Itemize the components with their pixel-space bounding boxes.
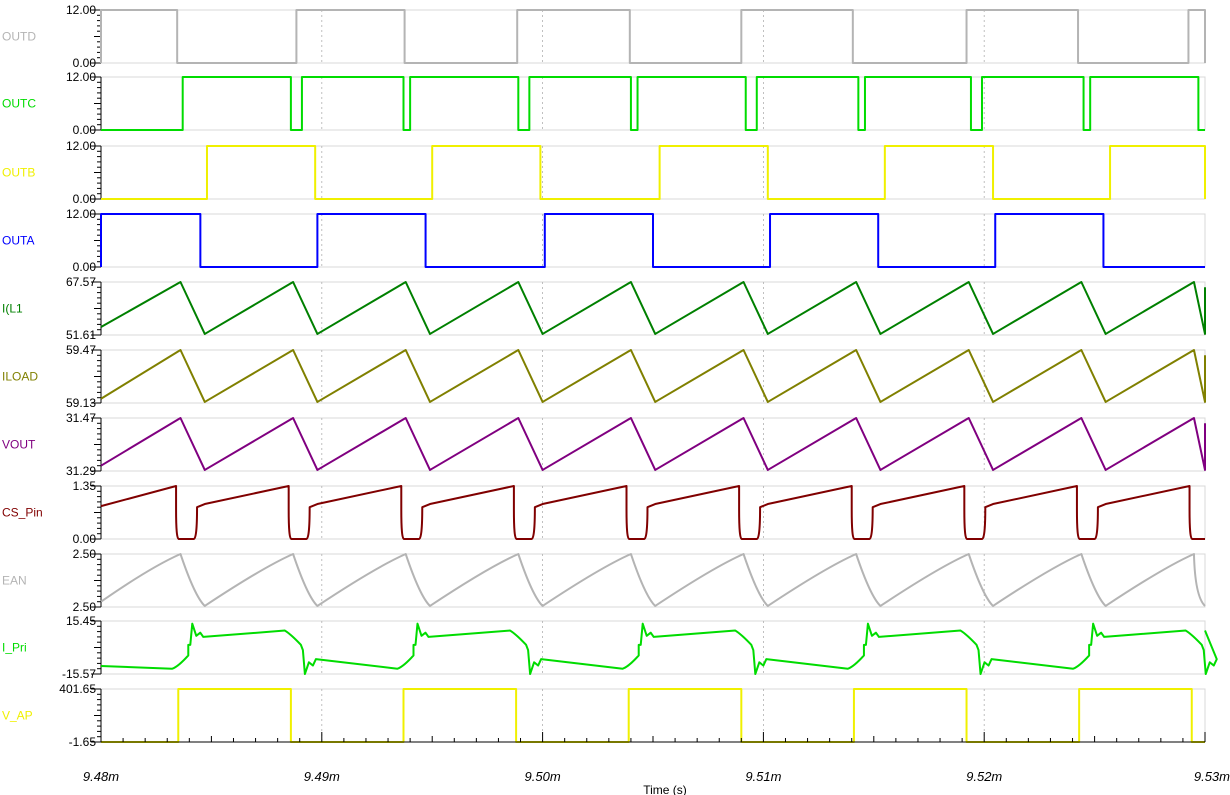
y-max-label-4: 67.57 — [66, 275, 96, 289]
y-min-label-9: -15.57 — [62, 667, 96, 681]
signal-name-8: EAN — [2, 574, 27, 588]
x-axis: 9.48m 9.49m 9.50m 9.51m 9.52m 9.53m — [83, 732, 1230, 784]
y-min-label-8: 2.50 — [73, 600, 97, 614]
y-max-label-9: 15.45 — [66, 614, 96, 628]
signal-name-10: V_AP — [2, 709, 33, 723]
x-tick-label-2: 9.50m — [525, 769, 561, 784]
panel-frame-0 — [100, 9, 1206, 64]
y-max-label-7: 1.35 — [73, 479, 97, 493]
trace-outc — [101, 76, 1205, 131]
x-tick-label-4: 9.52m — [966, 769, 1002, 784]
y-max-label-6: 31.47 — [66, 411, 96, 425]
trace-i-l1 — [100, 281, 1206, 335]
signal-name-4: I(L1 — [2, 302, 23, 316]
trace-iload — [100, 349, 1206, 403]
y-max-label-8: 2.50 — [73, 547, 97, 561]
y-max-label-0: 12.00 — [66, 3, 96, 17]
x-tick-label-0: 9.48m — [83, 769, 119, 784]
y-max-label-3: 12.00 — [66, 207, 96, 221]
trace-cs-pin — [100, 485, 1205, 540]
x-tick-label-3: 9.51m — [745, 769, 781, 784]
traces — [100, 9, 1218, 743]
trace-outb — [101, 145, 1206, 200]
signal-name-0: OUTD — [2, 30, 36, 44]
panel-frame-2 — [100, 145, 1206, 200]
trace-i-pri — [100, 622, 1218, 675]
signal-name-2: OUTB — [2, 166, 35, 180]
y-max-label-1: 12.00 — [66, 70, 96, 84]
y-min-label-1: 0.00 — [73, 123, 97, 137]
signal-name-9: I_Pri — [2, 641, 27, 655]
y-min-label-0: 0.00 — [73, 56, 97, 70]
signal-names: OUTD OUTC OUTB OUTA I(L1 ILOAD VOUT CS_Pin EAN I_… — [2, 30, 43, 723]
signal-name-3: OUTA — [2, 234, 34, 248]
y-min-label-3: 0.00 — [73, 260, 97, 274]
trace-vout — [100, 417, 1206, 471]
trace-outa — [100, 213, 1205, 268]
signal-name-7: CS_Pin — [2, 506, 43, 520]
y-tick-labels: 12.000.0012.000.0012.000.0012.000.0067.5… — [59, 3, 96, 749]
signal-name-5: ILOAD — [2, 370, 38, 384]
trace-v-ap — [101, 688, 1205, 743]
y-min-label-4: 51.61 — [66, 328, 96, 342]
trace-outd — [100, 9, 1206, 64]
signal-name-1: OUTC — [2, 97, 36, 111]
x-axis-title: Time (s) — [643, 783, 687, 795]
y-max-label-10: 401.65 — [59, 682, 96, 696]
x-tick-label-5: 9.53m — [1194, 769, 1230, 784]
y-min-label-6: 31.29 — [66, 464, 96, 478]
y-min-label-2: 0.00 — [73, 192, 97, 206]
signal-name-6: VOUT — [2, 438, 36, 452]
trace-ean — [100, 553, 1206, 607]
panel-frame-10 — [100, 688, 1206, 743]
y-max-label-2: 12.00 — [66, 139, 96, 153]
grid-lines — [321, 10, 985, 742]
panel-frame-9 — [100, 620, 1206, 675]
y-min-label-10: -1.65 — [69, 735, 97, 749]
x-tick-label-1: 9.49m — [304, 769, 340, 784]
y-min-label-7: 0.00 — [73, 532, 97, 546]
y-max-label-5: 59.47 — [66, 343, 96, 357]
y-min-label-5: 59.13 — [66, 396, 96, 410]
panel-frame-1 — [100, 76, 1206, 131]
panel-frame-8 — [100, 553, 1206, 608]
